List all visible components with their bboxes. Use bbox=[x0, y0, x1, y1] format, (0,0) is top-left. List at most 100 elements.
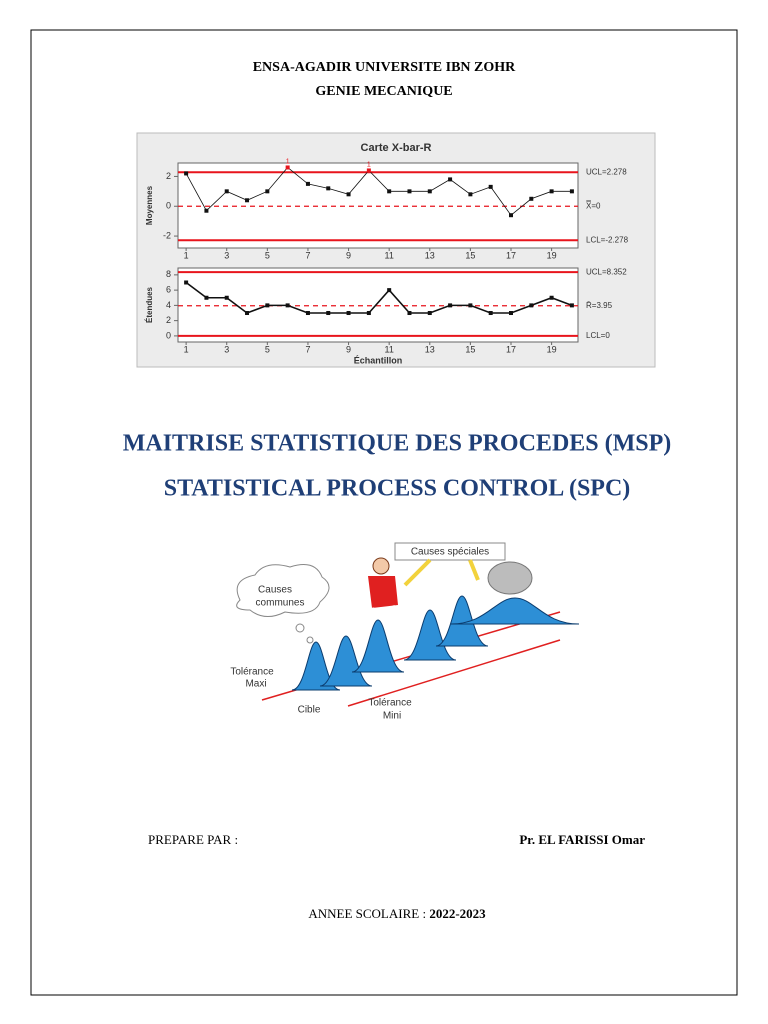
data-point bbox=[387, 288, 392, 293]
thought-cloud bbox=[236, 564, 330, 617]
school-year: ANNEE SCOLAIRE : 2022-2023 bbox=[308, 906, 486, 921]
x-axis-label: Échantillon bbox=[354, 355, 403, 365]
data-point bbox=[549, 189, 554, 194]
data-point bbox=[265, 303, 270, 308]
data-point bbox=[184, 171, 189, 176]
data-point bbox=[285, 165, 290, 170]
x-tick-label: 11 bbox=[384, 344, 393, 354]
data-point bbox=[265, 189, 270, 194]
data-point bbox=[305, 311, 310, 316]
data-point bbox=[326, 186, 331, 191]
label: Tolérance bbox=[368, 698, 412, 709]
out-of-control-label: 1 bbox=[286, 158, 290, 165]
x-tick-label: 17 bbox=[506, 250, 516, 260]
center-label: R̄=3.95 bbox=[586, 301, 613, 310]
data-point bbox=[407, 311, 412, 316]
x-tick-label: 15 bbox=[465, 250, 475, 260]
data-point bbox=[184, 280, 189, 285]
prepared-label: PREPARE PAR : bbox=[148, 832, 238, 847]
y-tick-label: 6 bbox=[166, 284, 171, 294]
label: Tolérance bbox=[230, 667, 274, 678]
illustration: Causes spéciales Causes communes Toléran… bbox=[230, 542, 580, 722]
player-legs bbox=[362, 605, 413, 651]
bell-curve bbox=[319, 635, 373, 687]
arrow bbox=[403, 558, 480, 587]
data-point bbox=[305, 181, 310, 186]
x-tick-label: 9 bbox=[346, 344, 351, 354]
series-line bbox=[185, 166, 572, 216]
x-tick-label: 11 bbox=[384, 250, 393, 260]
bell-curve bbox=[450, 597, 580, 625]
data-point bbox=[346, 311, 351, 316]
x-tick-label: 3 bbox=[224, 344, 229, 354]
x-tick-label: 19 bbox=[547, 250, 557, 260]
x-tick-label: 7 bbox=[305, 344, 310, 354]
year-label: ANNEE SCOLAIRE : bbox=[308, 906, 429, 921]
x-tick-label: 15 bbox=[465, 344, 475, 354]
data-point bbox=[346, 192, 351, 197]
x-tick-label: 19 bbox=[547, 344, 557, 354]
lcl-label: LCL=0 bbox=[586, 331, 610, 340]
data-point bbox=[366, 168, 371, 173]
data-point bbox=[508, 311, 513, 316]
label: Maxi bbox=[245, 679, 266, 690]
data-point bbox=[427, 311, 432, 316]
main-title: MAITRISE STATISTIQUE DES PROCEDES (MSP) bbox=[123, 431, 672, 457]
label: Cible bbox=[298, 705, 321, 716]
data-point bbox=[366, 311, 371, 316]
data-point bbox=[326, 311, 331, 316]
year: 2022-2023 bbox=[429, 906, 486, 921]
label-box bbox=[394, 542, 506, 561]
x-tick-label: 9 bbox=[346, 250, 351, 260]
x-tick-label: 1 bbox=[184, 250, 189, 260]
page-border bbox=[30, 29, 738, 996]
y-tick-label: 2 bbox=[166, 315, 171, 325]
data-point bbox=[448, 303, 453, 308]
y-tick-label: 4 bbox=[166, 300, 171, 310]
series-line bbox=[185, 281, 573, 314]
x-tick-label: 3 bbox=[224, 250, 229, 260]
data-point bbox=[448, 177, 453, 182]
header-line: ENSA-AGADIR UNIVERSITE IBN ZOHR bbox=[253, 60, 516, 75]
data-point bbox=[387, 189, 392, 194]
bell-curve bbox=[403, 609, 457, 661]
player-head bbox=[372, 557, 390, 575]
data-point bbox=[529, 196, 534, 201]
data-point bbox=[569, 303, 574, 308]
tolerance-line bbox=[347, 639, 561, 707]
x-tick-label: 13 bbox=[425, 344, 435, 354]
data-point bbox=[529, 303, 534, 308]
x-tick-label: 13 bbox=[425, 250, 435, 260]
data-point bbox=[569, 189, 574, 194]
data-point bbox=[488, 311, 493, 316]
label: Mini bbox=[383, 711, 401, 722]
data-point bbox=[224, 295, 229, 300]
data-point bbox=[468, 303, 473, 308]
plot-area bbox=[177, 162, 579, 249]
data-point bbox=[204, 295, 209, 300]
data-point bbox=[245, 198, 250, 203]
data-point bbox=[468, 192, 473, 197]
player-shirt bbox=[368, 576, 398, 608]
y-tick-label: 0 bbox=[166, 330, 171, 340]
lcl-label: LCL=-2.278 bbox=[586, 235, 629, 244]
label: Causes spéciales bbox=[411, 547, 489, 558]
data-point bbox=[427, 189, 432, 194]
bell-curve bbox=[351, 619, 405, 673]
thought-bubble bbox=[295, 623, 305, 633]
out-of-control-label: 1 bbox=[367, 161, 371, 168]
label: communes bbox=[256, 598, 305, 609]
data-point bbox=[224, 189, 229, 194]
ucl-label: UCL=2.278 bbox=[586, 167, 627, 176]
x-tick-label: 17 bbox=[506, 344, 516, 354]
y-tick-label: 0 bbox=[166, 201, 171, 211]
data-point bbox=[508, 213, 513, 218]
x-tick-label: 7 bbox=[305, 250, 310, 260]
y-tick-label: 2 bbox=[166, 171, 171, 181]
y-tick-label: -2 bbox=[163, 230, 171, 240]
center-label: X̿=0 bbox=[586, 201, 601, 210]
header-line: GENIE MECANIQUE bbox=[315, 84, 452, 99]
data-point bbox=[285, 303, 290, 308]
